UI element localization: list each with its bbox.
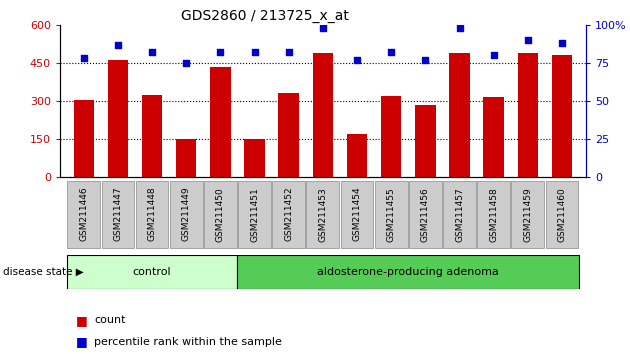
Bar [135, 181, 168, 248]
Text: count: count [94, 315, 126, 325]
Bar [518, 53, 538, 177]
Bar [101, 181, 134, 248]
Text: disease state ▶: disease state ▶ [3, 267, 84, 277]
Bar [176, 139, 197, 177]
Text: GSM211455: GSM211455 [387, 187, 396, 241]
Point [386, 49, 396, 55]
Text: GSM211457: GSM211457 [455, 187, 464, 241]
Point [147, 49, 157, 55]
Text: GSM211460: GSM211460 [558, 187, 566, 241]
Point [352, 57, 362, 63]
Text: GSM211446: GSM211446 [79, 187, 88, 241]
Text: GSM211459: GSM211459 [524, 187, 532, 241]
Text: GSM211451: GSM211451 [250, 187, 259, 241]
Text: GDS2860 / 213725_x_at: GDS2860 / 213725_x_at [181, 9, 348, 23]
Point [181, 60, 192, 66]
Text: ■: ■ [76, 314, 88, 327]
Point [79, 56, 89, 61]
Text: GSM211454: GSM211454 [353, 187, 362, 241]
Text: GSM211452: GSM211452 [284, 187, 293, 241]
Point [420, 57, 430, 63]
Bar [278, 93, 299, 177]
Bar [204, 181, 237, 248]
Text: percentile rank within the sample: percentile rank within the sample [94, 337, 282, 347]
Bar [512, 181, 544, 248]
Text: GSM211458: GSM211458 [489, 187, 498, 241]
Bar [108, 60, 128, 177]
Point [284, 49, 294, 55]
Bar [67, 181, 100, 248]
Text: GSM211447: GSM211447 [113, 187, 122, 241]
Bar [67, 255, 238, 289]
Bar [142, 95, 163, 177]
Bar [381, 96, 401, 177]
Point [249, 49, 260, 55]
Text: GSM211448: GSM211448 [147, 187, 157, 241]
Bar [552, 55, 572, 177]
Bar [238, 181, 271, 248]
Point [215, 49, 226, 55]
Bar [272, 181, 305, 248]
Point [318, 25, 328, 31]
Bar [375, 181, 408, 248]
Bar [483, 97, 504, 177]
Bar [478, 181, 510, 248]
Bar [449, 53, 470, 177]
Bar [244, 139, 265, 177]
Text: ■: ■ [76, 335, 88, 348]
Text: GSM211449: GSM211449 [181, 187, 191, 241]
Point [557, 40, 567, 46]
Text: control: control [133, 267, 171, 277]
Point [523, 37, 533, 43]
Bar [341, 181, 374, 248]
Point [113, 42, 123, 47]
Bar [210, 67, 231, 177]
Point [454, 25, 464, 31]
Text: GSM211450: GSM211450 [216, 187, 225, 241]
Bar [312, 53, 333, 177]
Bar [346, 134, 367, 177]
Bar [170, 181, 203, 248]
Text: aldosterone-producing adenoma: aldosterone-producing adenoma [318, 267, 499, 277]
Bar [238, 255, 579, 289]
Bar [415, 105, 435, 177]
Bar [306, 181, 340, 248]
Bar [74, 99, 94, 177]
Point [489, 52, 499, 58]
Bar [546, 181, 578, 248]
Text: GSM211456: GSM211456 [421, 187, 430, 241]
Bar [409, 181, 442, 248]
Bar [443, 181, 476, 248]
Text: GSM211453: GSM211453 [318, 187, 328, 241]
